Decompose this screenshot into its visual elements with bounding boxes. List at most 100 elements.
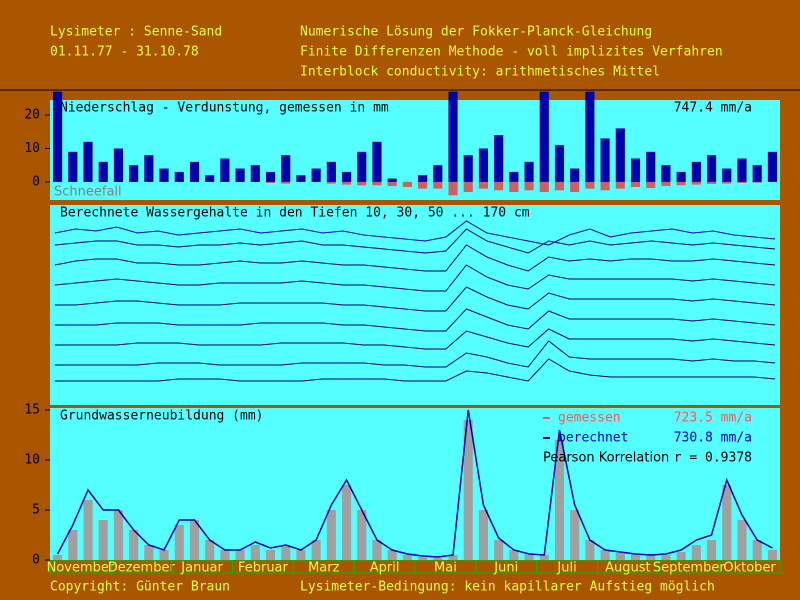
bar: [509, 171, 519, 182]
legend-label: gemessen: [558, 411, 621, 426]
bar: [463, 420, 473, 560]
plots: 0 10 20 Niederschlag - Verdunstung, gemesse…: [24, 91, 781, 576]
bar: [372, 540, 382, 560]
bar: [615, 553, 625, 560]
bar: [113, 148, 123, 182]
bar: [113, 510, 123, 560]
header-text: Lysimeter : Senne-Sand: [50, 25, 222, 40]
bar: [737, 158, 747, 182]
bar: [448, 91, 458, 182]
bar: [554, 145, 565, 182]
line: [54, 244, 776, 272]
header-text: 01.11.77 - 31.10.78: [50, 45, 199, 60]
correlation-label: Pearson Korrelation: [543, 451, 669, 466]
bar: [752, 181, 762, 183]
bar: [676, 171, 686, 182]
bar: [326, 181, 336, 184]
panel-title: Niederschlag - Verdunstung, gemessen in …: [60, 101, 389, 116]
bar: [570, 168, 580, 182]
bar: [144, 155, 154, 182]
month-cell: [718, 560, 781, 574]
y-tick-label: 10: [24, 453, 40, 468]
x-tick-label: April: [370, 561, 400, 576]
bar: [311, 168, 321, 182]
bar: [494, 135, 504, 182]
bar: [174, 171, 184, 182]
bar: [250, 165, 260, 182]
bar: [691, 545, 701, 560]
bar: [570, 181, 580, 192]
bar: [494, 540, 504, 560]
line: [54, 264, 776, 292]
bar: [539, 181, 549, 192]
bar: [737, 181, 747, 183]
x-tick-label: Dezember: [108, 561, 176, 576]
bar: [600, 138, 610, 182]
bar: [494, 181, 504, 191]
bar: [509, 181, 519, 192]
bar: [524, 181, 534, 191]
bar: [433, 165, 443, 182]
bar: [524, 555, 534, 560]
legend-total: 723.5 mm/a: [674, 411, 752, 426]
bar: [539, 91, 549, 182]
bar: [220, 550, 230, 560]
bar: [722, 181, 732, 184]
bar: [752, 540, 762, 560]
bar: [281, 545, 291, 560]
header-text: Interblock conductivity: arithmetisches …: [300, 65, 660, 80]
bar: [68, 530, 78, 560]
bar: [478, 148, 488, 182]
bar: [600, 550, 610, 560]
bar: [630, 181, 641, 187]
bar: [630, 158, 641, 182]
bar: [646, 151, 656, 182]
line: [55, 328, 776, 350]
bar: [159, 550, 169, 560]
bar: [326, 510, 336, 560]
bar: [600, 181, 610, 191]
bar: [342, 181, 352, 185]
y-tick-label: 0: [32, 553, 40, 568]
x-tick-label: Juli: [556, 561, 576, 576]
legend-label: berechnet: [558, 431, 628, 446]
bar: [402, 555, 412, 560]
bar: [189, 520, 200, 560]
panel: [50, 100, 780, 200]
bar: [220, 158, 230, 182]
x-tick-label: Mai: [434, 561, 457, 576]
bar: [418, 557, 428, 560]
bar: [205, 540, 215, 560]
bar: [737, 520, 747, 560]
panel-title: Grundwasserneubildung (mm): [60, 409, 264, 424]
bar: [570, 510, 580, 560]
panel: [50, 408, 780, 560]
bar: [98, 161, 108, 182]
bar: [585, 181, 595, 189]
bar: [387, 178, 397, 182]
bar: [159, 168, 169, 182]
line: [56, 409, 773, 558]
bar: [539, 555, 549, 560]
line: [55, 308, 776, 332]
y-tick-label: 0: [32, 174, 40, 189]
bar: [707, 540, 717, 560]
bar: [463, 155, 473, 182]
bar: [478, 181, 488, 189]
bar: [463, 181, 473, 192]
bar: [53, 91, 63, 182]
bar: [83, 141, 93, 182]
bar: [767, 151, 777, 182]
bar: [722, 485, 732, 560]
bar: [418, 175, 428, 182]
x-tick-label: Februar: [238, 561, 289, 576]
bar: [448, 181, 458, 196]
bar: [554, 181, 565, 191]
bar: [661, 555, 671, 560]
bar: [433, 558, 443, 560]
annotation: 747.4 mm/a: [674, 101, 752, 116]
bar: [281, 181, 291, 184]
line: [54, 228, 776, 254]
bar: [296, 175, 306, 182]
